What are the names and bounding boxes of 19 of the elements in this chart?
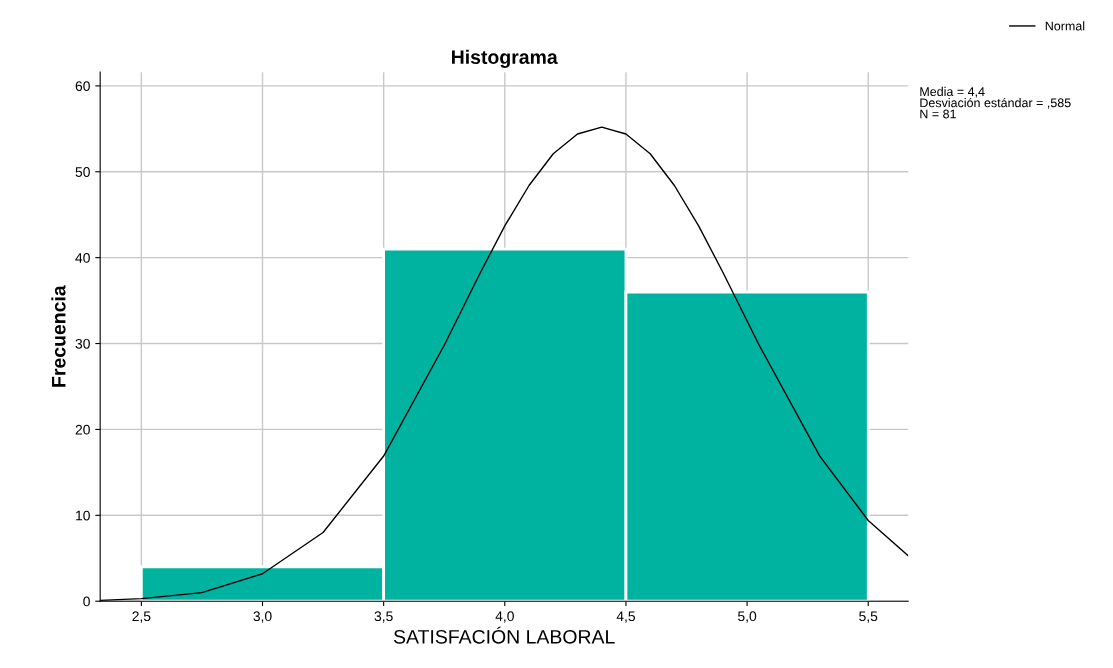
y-tick-label: 30 xyxy=(75,338,90,349)
y-tick-label: 40 xyxy=(75,252,90,263)
y-tick-label: 50 xyxy=(75,167,90,177)
x-tick-label: 3,5 xyxy=(374,611,393,623)
y-tick-label: 10 xyxy=(76,510,90,521)
x-tick-label: 3,0 xyxy=(253,611,272,623)
x-tick-label: 4,0 xyxy=(495,611,514,623)
x-axis-title: SATISFACIÓN LABORAL xyxy=(393,626,615,644)
x-tick-label: 5,5 xyxy=(859,611,878,623)
x-tick-label: 4,5 xyxy=(616,611,636,623)
y-tick-label: 20 xyxy=(75,424,90,435)
text: Media = 4,4 Desviación estándar = ,585 N = 81 xyxy=(920,86,1071,119)
y-tick-label: 60 xyxy=(75,81,90,92)
y-tick-label: 0 xyxy=(83,596,90,607)
x-tick-label: 5,0 xyxy=(737,611,757,623)
legend-label: Normal xyxy=(1045,21,1085,31)
chart-title: Histograma xyxy=(452,49,558,68)
y-axis-title: Frecuencia xyxy=(51,285,66,387)
x-tick-label: 2,5 xyxy=(132,611,151,623)
